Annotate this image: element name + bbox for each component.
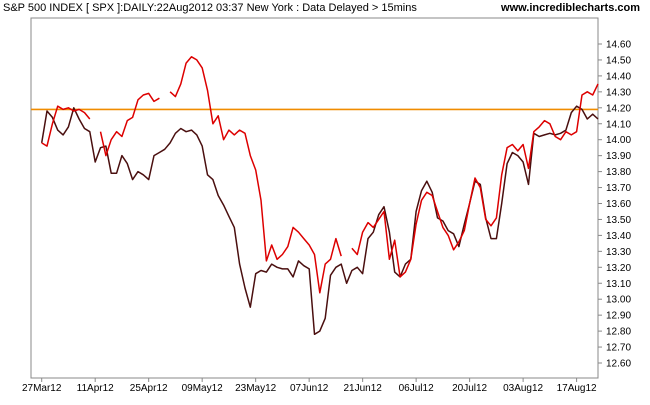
y-tick-label: 13.60	[606, 199, 631, 210]
x-tick-label: 07Jun12	[290, 383, 329, 394]
x-tick-label: 17Aug12	[557, 383, 597, 394]
y-tick-label: 13.00	[606, 295, 631, 306]
y-tick-label: 13.30	[606, 247, 631, 258]
series-red-line	[41, 56, 599, 294]
y-tick-label: 13.10	[606, 279, 631, 290]
y-tick-label: 13.20	[606, 263, 631, 274]
y-tick-label: 12.80	[606, 327, 631, 338]
y-tick-label: 14.40	[606, 71, 631, 82]
x-tick-label: 20Jul12	[452, 383, 487, 394]
y-tick-label: 13.90	[606, 151, 631, 162]
y-tick-label: 14.60	[606, 40, 631, 51]
x-tick-label: 03Aug12	[503, 383, 543, 394]
x-tick-label: 27Mar12	[22, 383, 62, 394]
y-tick-label: 12.90	[606, 311, 631, 322]
x-tick-label: 11Apr12	[77, 383, 115, 394]
chart-header-website: www.incrediblecharts.com	[501, 2, 640, 14]
plot-area	[30, 17, 599, 379]
y-tick-label: 13.40	[606, 231, 631, 242]
chart-header-left: S&P 500 INDEX [ SPX ]:DAILY:22Aug2012 03…	[3, 2, 417, 14]
y-tick-label: 14.00	[606, 135, 631, 146]
x-tick-label: 09May12	[182, 383, 224, 394]
y-tick-label: 14.10	[606, 119, 631, 130]
y-tick-label: 13.80	[606, 167, 631, 178]
y-tick-label: 14.30	[606, 87, 631, 98]
series-dark-line	[40, 105, 599, 336]
y-tick-label: 12.70	[606, 343, 631, 354]
y-tick-label: 14.50	[606, 55, 631, 66]
y-tick-label: 12.60	[606, 359, 631, 370]
y-tick-label: 13.70	[606, 183, 631, 194]
x-tick-label: 21Jun12	[343, 383, 382, 394]
x-tick-label: 23May12	[235, 383, 277, 394]
y-tick-label: 14.20	[606, 103, 631, 114]
x-tick-label: 06Jul12	[399, 383, 434, 394]
y-tick-label: 13.50	[606, 215, 631, 226]
x-tick-label: 25Apr12	[130, 383, 168, 394]
